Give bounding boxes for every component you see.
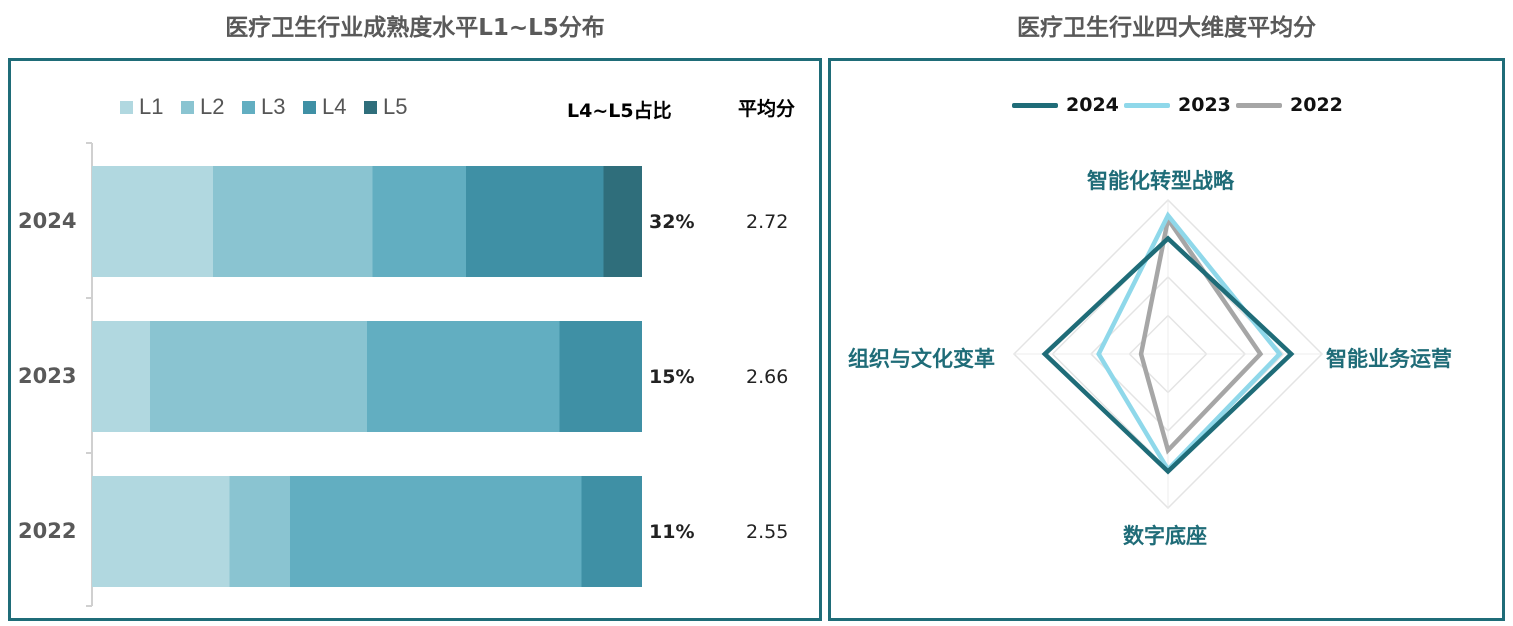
legend-label-l4: L4 (322, 94, 347, 119)
legend-item-l2: L2 (181, 94, 224, 120)
radar-legend-label-2023: 2023 (1178, 94, 1231, 116)
col-header-l4-l5-share: L4~L5占比 (567, 100, 672, 122)
right-chart-panel (828, 58, 1505, 621)
radar-legend-line-2022 (1236, 102, 1282, 108)
legend-label-l5: L5 (383, 94, 408, 119)
radar-axis-label-digital-base: 数字底座 (1123, 524, 1207, 548)
radar-series-2024 (1041, 235, 1295, 475)
bar-segment-2023-l4 (559, 321, 642, 432)
average-score-2022: 2.55 (746, 521, 789, 543)
legend-swatch-l5 (364, 100, 377, 114)
average-score-2024: 2.72 (746, 211, 789, 233)
radar-legend-line-2024 (1012, 102, 1058, 108)
radar-legend-item-2022: 2022 (1236, 94, 1343, 116)
legend-swatch-l3 (242, 100, 255, 114)
radar-legend-label-2022: 2022 (1290, 94, 1343, 116)
bar-segment-2023-l3 (367, 321, 560, 432)
radar-legend-item-2024: 2024 (1012, 94, 1119, 116)
legend-label-l1: L1 (139, 94, 164, 119)
right-chart-title: 医疗卫生行业四大维度平均分 (1017, 15, 1316, 41)
bar-segment-2022-l2 (229, 476, 290, 587)
legend-item-l3: L3 (242, 94, 285, 120)
bar-segment-2024-l1 (92, 166, 213, 277)
legend-item-l5: L5 (364, 94, 407, 120)
bar-segment-2022-l3 (290, 476, 582, 587)
bar-segment-2024-l5 (603, 166, 642, 277)
bar-segment-2024-l4 (466, 166, 604, 277)
stacked-bar-chart (86, 142, 642, 607)
radar-legend-label-2024: 2024 (1066, 94, 1119, 116)
y-label-2024: 2024 (18, 209, 77, 233)
legend-item-l4: L4 (303, 94, 346, 120)
bar-segment-2022-l4 (581, 476, 642, 587)
legend-label-l2: L2 (200, 94, 225, 119)
legend-swatch-l1 (120, 100, 133, 114)
y-label-2023: 2023 (18, 364, 77, 388)
legend-swatch-l4 (303, 100, 316, 114)
left-chart-title: 医疗卫生行业成熟度水平L1~L5分布 (225, 15, 605, 41)
radar-legend-line-2023 (1124, 102, 1170, 108)
radar-axis-label-operations: 智能业务运营 (1326, 347, 1452, 371)
l4-l5-share-2022: 11% (649, 521, 695, 543)
y-label-2022: 2022 (18, 519, 77, 543)
radar-axis-label-strategy: 智能化转型战略 (1087, 169, 1234, 193)
radar-legend-item-2023: 2023 (1124, 94, 1231, 116)
radar-axis-label-organization: 组织与文化变革 (848, 347, 995, 371)
bar-segment-2022-l1 (92, 476, 230, 587)
legend-swatch-l2 (181, 100, 194, 114)
legend-item-l1: L1 (120, 94, 163, 120)
legend-label-l3: L3 (261, 94, 286, 119)
bar-segment-2023-l2 (149, 321, 367, 432)
bar-segment-2023-l1 (92, 321, 150, 432)
bar-segment-2024-l2 (213, 166, 373, 277)
average-score-2023: 2.66 (746, 366, 789, 388)
l4-l5-share-2024: 32% (649, 211, 695, 233)
l4-l5-share-2023: 15% (649, 366, 695, 388)
col-header-average: 平均分 (738, 98, 796, 120)
radar-series-2022 (1138, 213, 1264, 455)
bar-segment-2024-l3 (372, 166, 466, 277)
